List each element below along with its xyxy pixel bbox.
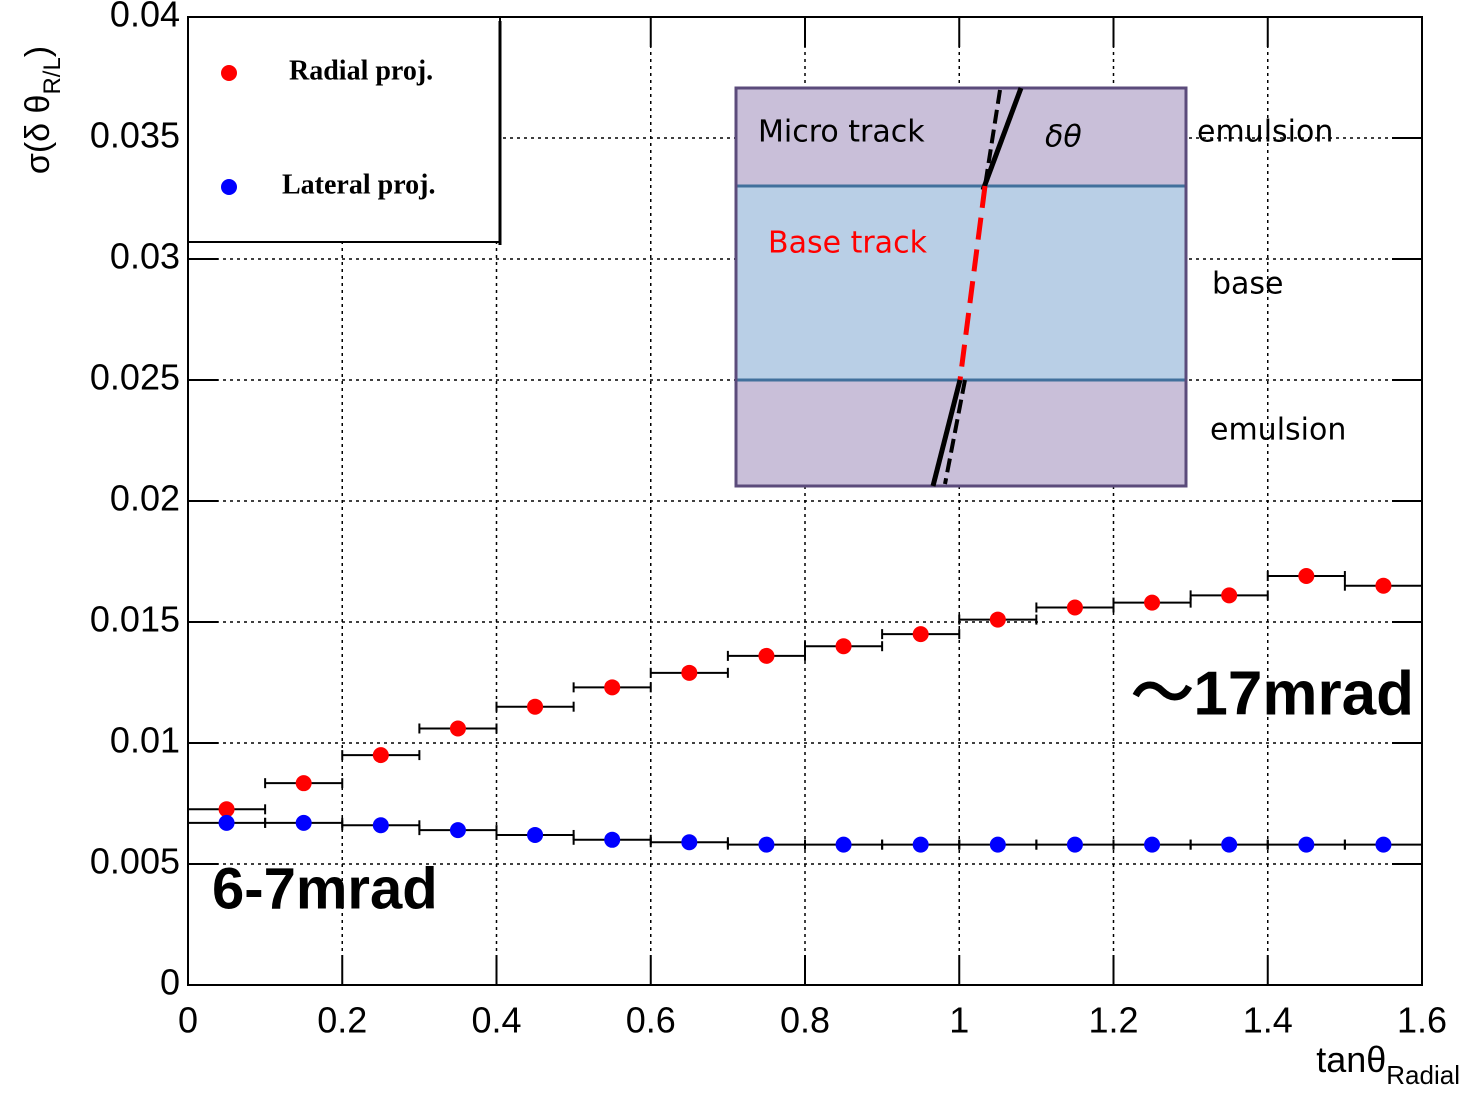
y-tick-label: 0.025	[90, 357, 180, 398]
point	[1067, 837, 1083, 853]
point	[1221, 587, 1237, 603]
inset-label: δθ	[1045, 120, 1082, 155]
point	[990, 612, 1006, 628]
inset-diagram: Micro track δθ Base track emulsion base …	[736, 88, 1346, 486]
point	[527, 827, 543, 843]
inset-label: emulsion	[1210, 413, 1346, 448]
y-tick-label: 0.01	[110, 720, 180, 761]
legend-marker	[221, 179, 237, 195]
point	[758, 648, 774, 664]
x-tick-label: 0.4	[471, 1000, 521, 1041]
point	[373, 817, 389, 833]
x-tick-label: 1	[949, 1000, 969, 1041]
y-label-end: )	[19, 46, 57, 57]
x-tick-label: 0.6	[626, 1000, 676, 1041]
inset-label: Base track	[768, 226, 928, 261]
point	[1375, 578, 1391, 594]
y-tick-label: 0.04	[110, 0, 180, 35]
legend-marker	[221, 65, 237, 81]
point	[1144, 837, 1160, 853]
point	[1067, 599, 1083, 615]
legend-label: Radial proj.	[289, 55, 433, 86]
x-label-sub: Radial	[1386, 1060, 1460, 1090]
point	[527, 699, 543, 715]
point	[1375, 837, 1391, 853]
base-layer	[736, 186, 1186, 380]
legend-label: Lateral proj.	[282, 169, 435, 200]
y-label-sub: R/L	[39, 57, 66, 94]
point	[450, 822, 466, 838]
point	[296, 775, 312, 791]
annotation: 6-7mrad	[212, 856, 438, 921]
x-tick-label: 1.6	[1397, 1000, 1447, 1041]
page: σ(δ θR/L) tanθRadial 0 0.005 0.01 0.015 0.02…	[0, 0, 1464, 1093]
legend-box	[188, 17, 500, 242]
point	[913, 626, 929, 642]
point	[604, 679, 620, 695]
point	[681, 834, 697, 850]
point	[604, 832, 620, 848]
x-axis-label: tanθRadial	[1316, 1039, 1460, 1090]
chart: σ(δ θR/L) tanθRadial 0 0.005 0.01 0.015 0.02…	[0, 0, 1464, 1093]
point	[450, 720, 466, 736]
point	[1298, 837, 1314, 853]
point	[296, 815, 312, 831]
x-tick-label: 0.2	[317, 1000, 367, 1041]
y-tick-label: 0.035	[90, 115, 180, 156]
x-tick-label: 1.4	[1243, 1000, 1293, 1041]
inset-label: emulsion	[1197, 115, 1333, 150]
point	[836, 638, 852, 654]
y-tick-label: 0.02	[110, 478, 180, 519]
x-tick-label: 1.2	[1088, 1000, 1138, 1041]
point	[913, 837, 929, 853]
point	[758, 837, 774, 853]
point	[373, 747, 389, 763]
x-tick-label: 0	[178, 1000, 198, 1041]
y-tick-label: 0	[160, 962, 180, 1003]
x-label-main: tanθ	[1316, 1039, 1386, 1080]
point	[1221, 837, 1237, 853]
inset-label: base	[1212, 267, 1284, 302]
y-label-main: σ(δ θ	[19, 95, 57, 175]
y-axis-label: σ(δ θR/L)	[19, 46, 66, 174]
x-tick-label: 0.8	[780, 1000, 830, 1041]
point	[681, 665, 697, 681]
point	[1144, 595, 1160, 611]
point	[836, 837, 852, 853]
y-tick-label: 0.015	[90, 599, 180, 640]
inset-label: Micro track	[758, 115, 925, 150]
legend: Radial proj. Lateral proj.	[188, 17, 500, 245]
point	[219, 815, 235, 831]
y-tick-label: 0.03	[110, 236, 180, 277]
emulsion-layer	[736, 380, 1186, 486]
point	[990, 837, 1006, 853]
point	[1298, 568, 1314, 584]
y-tick-label: 0.005	[90, 841, 180, 882]
annotation: 〜17mrad	[1131, 659, 1414, 728]
